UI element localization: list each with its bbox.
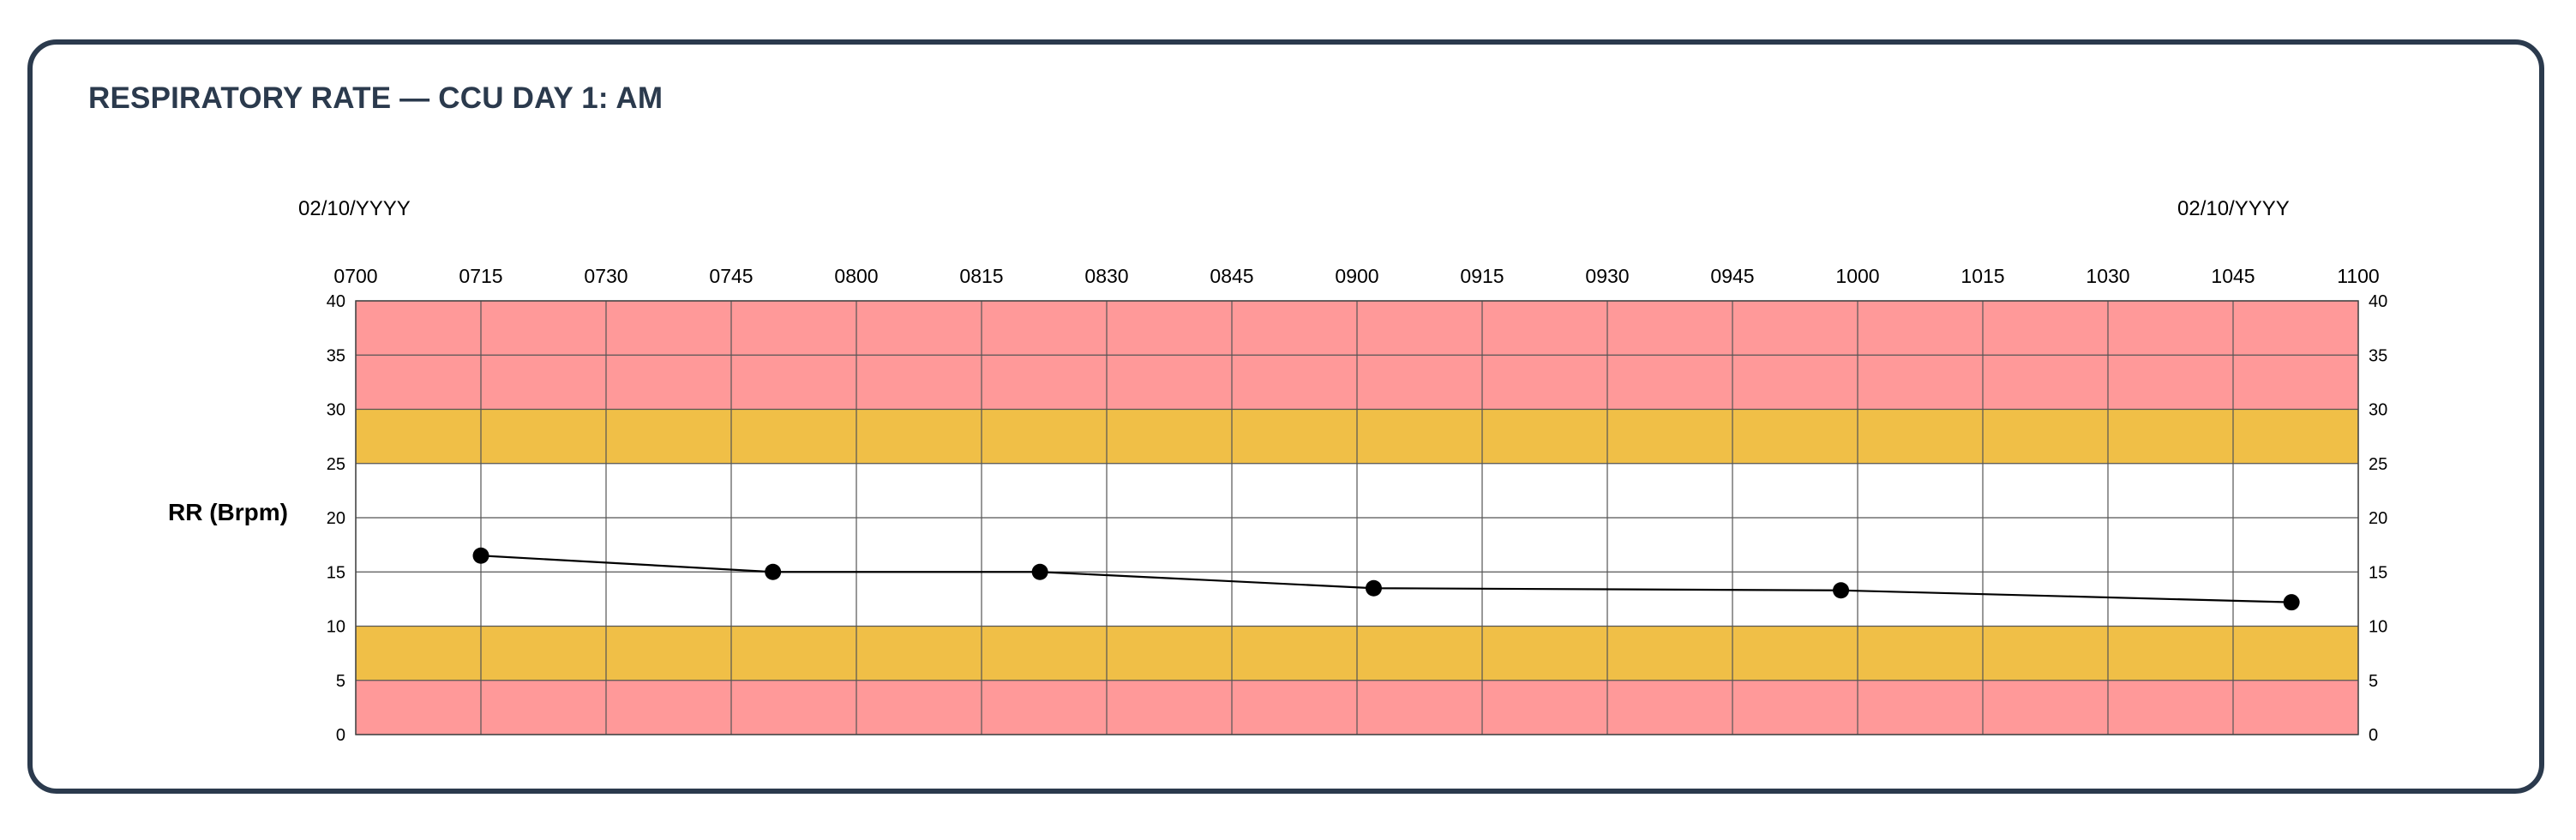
y-tick-label-left-0: 0 [336,726,345,745]
y-tick-label-left-25: 25 [327,455,345,474]
y-tick-label-left-5: 5 [336,672,345,691]
data-point-2 [1031,563,1048,580]
x-tick-label-0945: 0945 [1710,265,1754,287]
x-tick-label-0900: 0900 [1335,265,1378,287]
data-point-4 [1833,582,1850,599]
data-point-3 [1365,579,1382,597]
x-tick-label-0715: 0715 [459,265,502,287]
y-tick-label-left-10: 10 [327,618,345,637]
y-tick-label-right-40: 40 [2369,292,2387,311]
x-tick-label-1000: 1000 [1835,265,1879,287]
page-title: RESPIRATORY RATE — CCU DAY 1: AM [88,81,664,115]
plot-border [355,300,2359,735]
x-tick-label-0745: 0745 [709,265,753,287]
x-tick-label-1045: 1045 [2211,265,2255,287]
x-tick-label-0815: 0815 [959,265,1003,287]
x-tick-label-1015: 1015 [1961,265,2004,287]
y-tick-label-right-0: 0 [2369,726,2378,745]
y-tick-label-right-15: 15 [2369,563,2387,582]
y-tick-label-right-10: 10 [2369,618,2387,637]
x-tick-label-0845: 0845 [1210,265,1253,287]
y-tick-label-right-20: 20 [2369,509,2387,528]
x-tick-label-0930: 0930 [1585,265,1629,287]
x-tick-label-1030: 1030 [2086,265,2129,287]
data-point-5 [2283,594,2300,611]
y-tick-label-left-35: 35 [327,346,345,365]
x-tick-label-0830: 0830 [1084,265,1128,287]
end-date-label: 02/10/YYYY [2177,197,2290,220]
y-tick-label-right-5: 5 [2369,672,2378,691]
x-tick-label-0800: 0800 [834,265,878,287]
y-tick-label-left-30: 30 [327,401,345,420]
start-date-label: 02/10/YYYY [298,197,411,220]
data-point-1 [765,563,782,580]
y-tick-label-left-40: 40 [327,292,345,311]
y-tick-label-right-30: 30 [2369,401,2387,420]
y-tick-label-right-35: 35 [2369,346,2387,365]
x-tick-label-0730: 0730 [584,265,627,287]
y-tick-label-left-20: 20 [327,509,345,528]
x-tick-label-0915: 0915 [1460,265,1504,287]
series-line-0 [480,555,2292,603]
y-axis-label: RR (Brpm) [168,499,288,525]
x-tick-label-0700: 0700 [333,265,377,287]
y-tick-label-left-15: 15 [327,563,345,582]
data-point-0 [472,547,489,564]
y-tick-label-right-25: 25 [2369,455,2387,474]
x-tick-label-1100: 1100 [2337,265,2379,287]
